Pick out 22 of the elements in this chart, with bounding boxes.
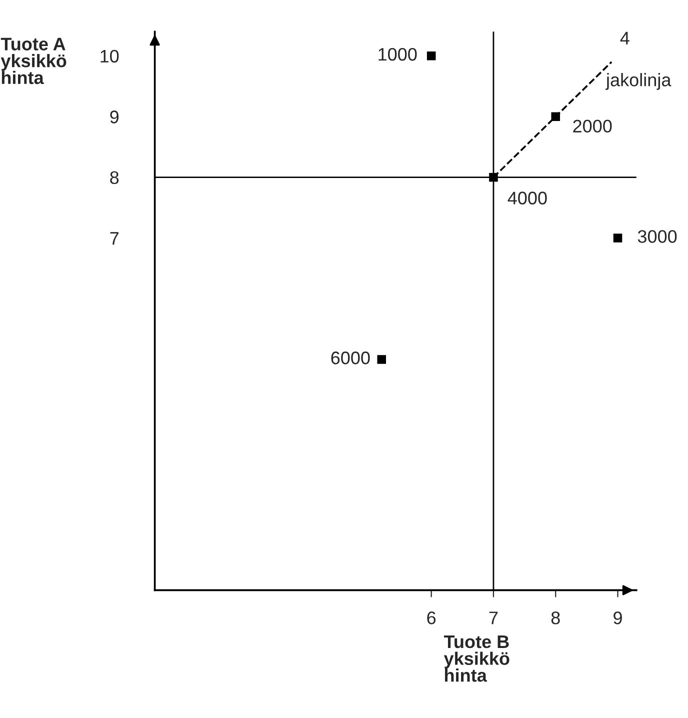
- annotation: 4: [620, 32, 630, 44]
- y-tick-label: 8: [110, 171, 119, 184]
- x-tick-label: 6: [427, 612, 436, 624]
- point: [489, 172, 498, 182]
- x-tick-label: 7: [489, 612, 498, 624]
- y-tick-label: 7: [110, 232, 118, 245]
- x-tick-label: 8: [551, 612, 560, 624]
- annotation: 2000: [573, 120, 612, 133]
- point: [551, 112, 560, 121]
- y-tick-label: 9: [110, 110, 119, 124]
- y-tick-label: 10: [100, 50, 119, 63]
- point: [426, 51, 436, 60]
- annotation: jakolinja: [606, 73, 672, 90]
- point: [613, 234, 622, 242]
- annotation: 1000: [378, 48, 417, 61]
- x-tick-label: 9: [614, 612, 622, 624]
- annotation: 4000: [508, 192, 547, 204]
- y-axis-title: Tuote A yksikkö hinta: [0, 38, 66, 84]
- x-axis-title: Tuote B yksikkö hinta: [444, 636, 510, 682]
- annotation: 6000: [331, 352, 370, 364]
- annotation: 3000: [638, 230, 677, 243]
- point: [377, 355, 386, 364]
